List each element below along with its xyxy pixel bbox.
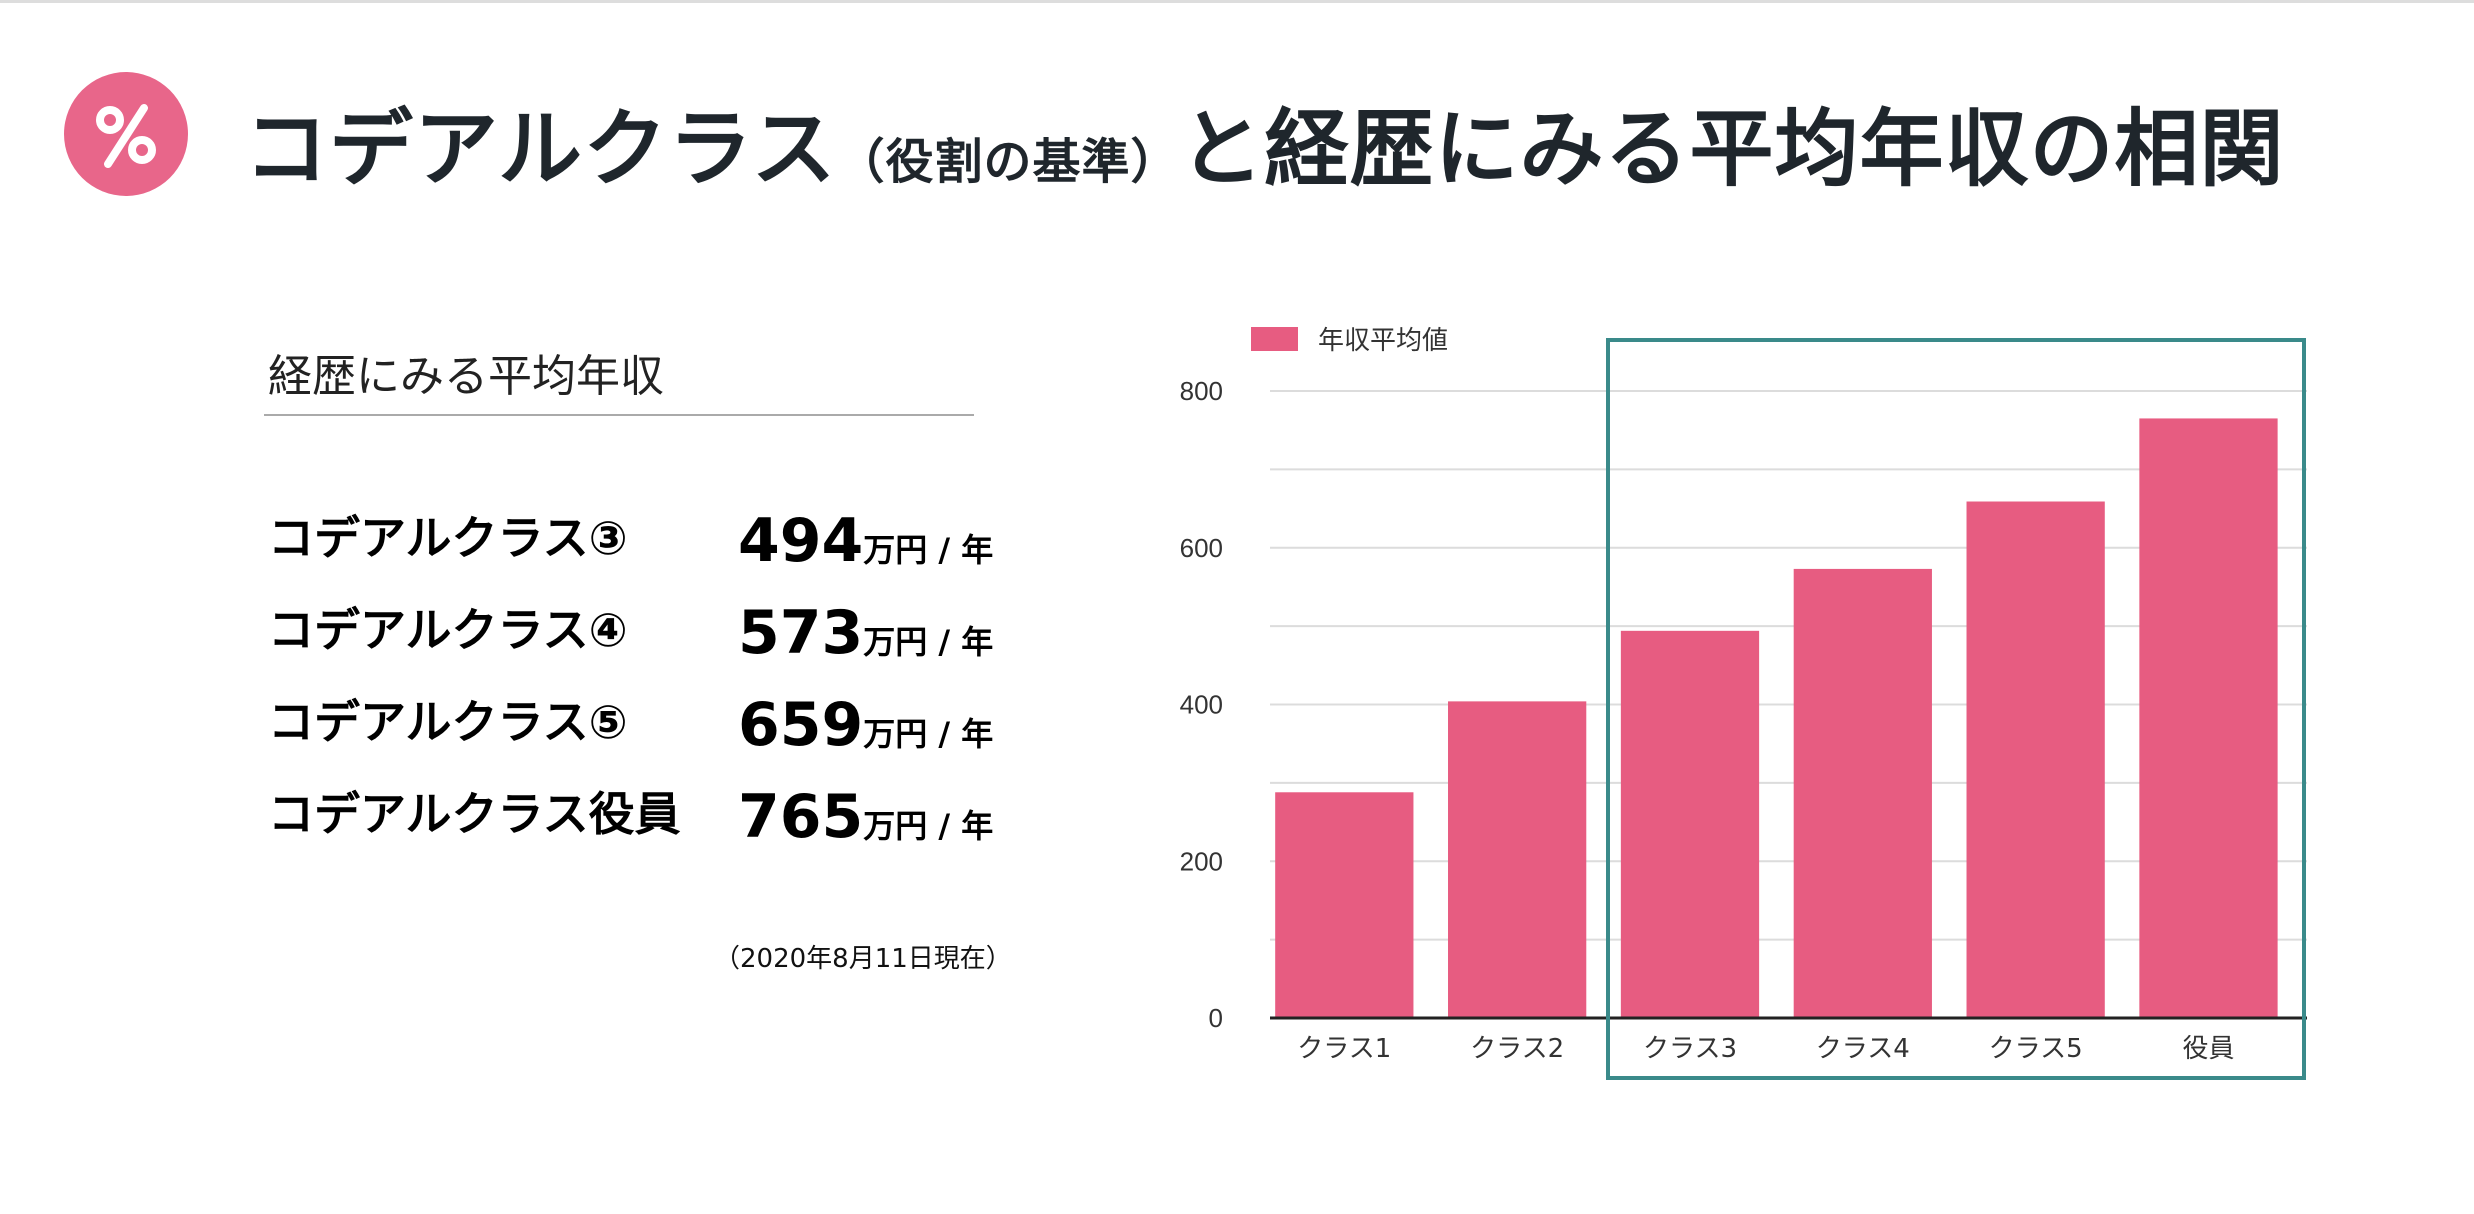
panel-title: 経歴にみる平均年収	[268, 351, 664, 402]
row-unit: 万円 / 年	[863, 807, 994, 845]
bar	[2139, 418, 2278, 1018]
row-value: 573	[738, 598, 864, 668]
legend-swatch	[1251, 327, 1298, 351]
row-value: 494	[738, 506, 864, 576]
x-tick-label: 役員	[2182, 1034, 2234, 1064]
title-paren: （役割の基準）	[836, 134, 1180, 190]
bar	[1620, 630, 1760, 1018]
bar	[1793, 568, 1932, 1018]
x-tick-label: クラス1	[1297, 1034, 1391, 1064]
salary-row: コデアルクラス④ 573万円 / 年	[268, 598, 993, 668]
y-tick-label: 0	[1209, 1003, 1223, 1033]
row-label: コデアルクラス⑤	[268, 695, 628, 749]
highlight-frame	[1606, 338, 2306, 1080]
y-tick-label: 200	[1180, 846, 1223, 876]
x-tick-label: クラス4	[1816, 1034, 1910, 1064]
salary-row: コデアルクラス③ 494万円 / 年	[268, 506, 993, 576]
row-unit: 万円 / 年	[863, 715, 994, 753]
bar	[1275, 792, 1414, 1018]
y-tick-label: 600	[1180, 533, 1223, 563]
x-tick-label: クラス3	[1643, 1034, 1737, 1064]
row-label: コデアルクラス④	[268, 603, 628, 657]
x-tick-label: クラス5	[1989, 1034, 2083, 1064]
row-unit: 万円 / 年	[863, 531, 994, 569]
top-border	[0, 0, 2474, 3]
x-tick-label: クラス2	[1470, 1034, 1564, 1064]
y-tick-label: 400	[1180, 690, 1223, 720]
row-label: コデアルクラス役員	[268, 787, 681, 841]
divider	[264, 414, 974, 416]
row-label: コデアルクラス③	[268, 511, 628, 565]
date-note: （2020年8月11日現在）	[714, 944, 1012, 974]
page-title: コデアルクラス（役割の基準）と経歴にみる平均年収の相関	[244, 82, 2285, 203]
y-tick-label: 800	[1180, 376, 1223, 406]
row-value: 659	[738, 690, 864, 760]
bar	[1966, 501, 2105, 1018]
row-unit: 万円 / 年	[863, 623, 994, 661]
title-rest: と経歴にみる平均年収の相関	[1179, 100, 2285, 198]
title-main: コデアルクラス	[244, 100, 837, 198]
salary-row: コデアルクラス⑤ 659万円 / 年	[268, 690, 993, 760]
legend-label: 年収平均値	[1318, 326, 1448, 356]
row-value: 765	[738, 782, 864, 852]
salary-row: コデアルクラス役員 765万円 / 年	[268, 782, 993, 852]
bar	[1448, 701, 1587, 1018]
percent-icon	[64, 72, 188, 196]
